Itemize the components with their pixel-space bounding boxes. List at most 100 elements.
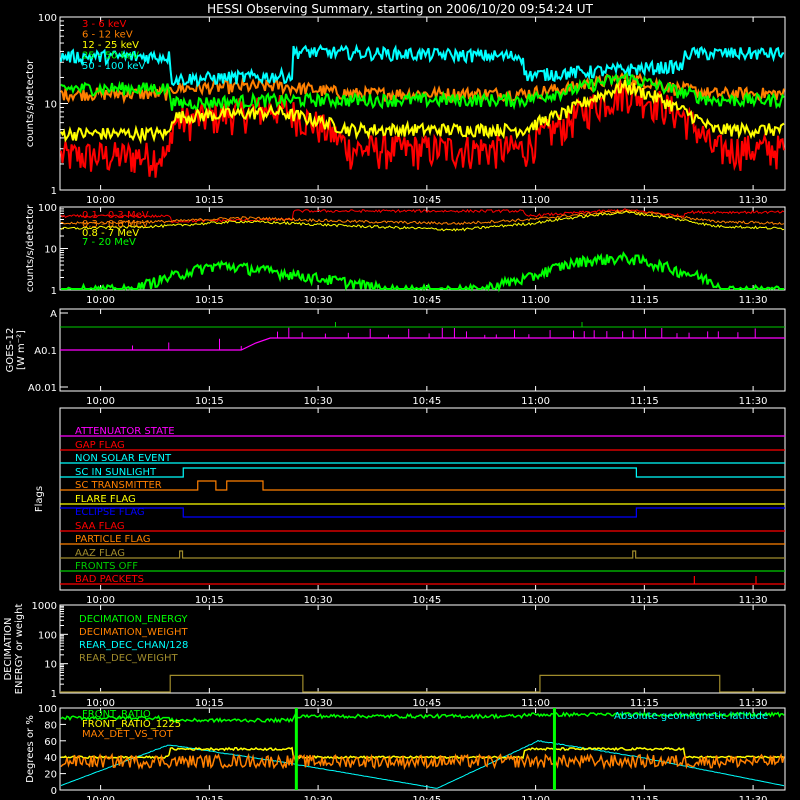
y-tick-label: 100 bbox=[38, 630, 57, 641]
flag-label: ATTENUATOR STATE bbox=[75, 426, 175, 437]
y-axis-label: counts/s/detector bbox=[25, 204, 36, 292]
x-tick-label: 11:30 bbox=[739, 295, 768, 306]
panels: 10:00 10:15 10:30 10:45 11:00 11:15 11:3011010… bbox=[3, 13, 786, 800]
x-tick-label: 10:00 bbox=[86, 698, 115, 709]
legend-entry: 3 - 6 keV bbox=[82, 19, 126, 30]
y-axis-label: [W m⁻²] bbox=[16, 330, 27, 370]
legend-entry: 0.3 - 0.8 MeV bbox=[82, 219, 149, 230]
x-tick-label: 11:15 bbox=[630, 795, 659, 800]
x-tick-label: 10:15 bbox=[195, 595, 224, 606]
y-tick-label: A bbox=[50, 309, 57, 320]
y-tick-label: 1000 bbox=[32, 601, 57, 612]
x-tick-label: 11:00 bbox=[521, 295, 550, 306]
y-tick-label: 1 bbox=[51, 689, 57, 700]
x-tick-label: 10:30 bbox=[304, 195, 333, 206]
flag-line bbox=[60, 550, 785, 559]
x-tick-label: 11:15 bbox=[630, 396, 659, 407]
flag-label: NON SOLAR EVENT bbox=[75, 453, 172, 464]
x-tick-label: 11:15 bbox=[630, 295, 659, 306]
y-tick-label: 100 bbox=[38, 203, 57, 214]
flag-label: GAP FLAG bbox=[75, 440, 125, 451]
flag-label: BAD PACKETS bbox=[75, 574, 144, 585]
flag-label: PARTICLE FLAG bbox=[75, 534, 151, 545]
max-det-line bbox=[60, 752, 785, 771]
legend-entry: 50 - 100 keV bbox=[82, 61, 146, 72]
x-tick-label: 10:45 bbox=[412, 795, 441, 800]
series-line bbox=[60, 208, 785, 224]
legend-entry: FRONT_RATIO_1225 bbox=[82, 719, 181, 730]
x-tick-label: 10:45 bbox=[412, 195, 441, 206]
series-line bbox=[60, 79, 785, 145]
series-line bbox=[60, 209, 785, 226]
y-tick-label: 10 bbox=[44, 245, 57, 256]
x-tick-label: 10:15 bbox=[195, 396, 224, 407]
figure-title: HESSI Observing Summary, starting on 200… bbox=[207, 2, 593, 16]
x-tick-label: 10:30 bbox=[304, 295, 333, 306]
flag-label: ECLIPSE FLAG bbox=[75, 507, 145, 518]
flag-label: FLARE FLAG bbox=[75, 494, 136, 505]
x-tick-label: 10:30 bbox=[304, 795, 333, 800]
x-tick-label: 11:15 bbox=[630, 595, 659, 606]
x-tick-label: 11:00 bbox=[521, 195, 550, 206]
legend-entry: 0.8 - 7 MeV bbox=[82, 228, 139, 239]
x-tick-label: 10:45 bbox=[412, 595, 441, 606]
x-tick-label: 10:30 bbox=[304, 698, 333, 709]
flag-line bbox=[60, 480, 785, 491]
x-tick-label: 10:15 bbox=[195, 795, 224, 800]
y-tick-label: 10 bbox=[44, 100, 57, 111]
y-tick-label: 20 bbox=[44, 770, 57, 781]
flag-label: SAA FLAG bbox=[75, 521, 125, 532]
legend-entry: 7 - 20 MeV bbox=[82, 237, 136, 248]
y-tick-label: 1 bbox=[51, 186, 57, 197]
x-tick-label: 11:15 bbox=[630, 698, 659, 709]
x-tick-label: 10:45 bbox=[412, 396, 441, 407]
y-axis-label: Degrees or % bbox=[25, 715, 36, 783]
y-axis-label: DECIMATION bbox=[3, 617, 14, 680]
flag-line bbox=[60, 467, 785, 478]
y-axis-label: GOES-12 bbox=[5, 328, 16, 373]
x-tick-label: 11:30 bbox=[739, 698, 768, 709]
flag-line bbox=[60, 507, 785, 518]
legend-entry: REAR_DEC_WEIGHT bbox=[79, 653, 178, 664]
legend-entry: 25 - 50 keV bbox=[82, 51, 139, 62]
x-tick-label: 11:30 bbox=[739, 595, 768, 606]
series-line bbox=[60, 43, 785, 88]
y-tick-label: 100 bbox=[38, 704, 57, 715]
y-tick-label: 0 bbox=[51, 786, 57, 797]
front-ratio-1225-line bbox=[60, 746, 785, 760]
legend-entry: FRONT_RATIO bbox=[82, 709, 151, 720]
y-tick-label: 1 bbox=[51, 286, 57, 297]
legend-entry: DECIMATION_ENERGY bbox=[79, 614, 188, 625]
x-tick-label: 11:00 bbox=[521, 595, 550, 606]
x-tick-label: 10:15 bbox=[195, 698, 224, 709]
x-tick-label: 11:15 bbox=[630, 195, 659, 206]
x-tick-label: 10:45 bbox=[412, 698, 441, 709]
right-legend-label: Absolute geomagnetic latitude bbox=[614, 711, 768, 722]
x-tick-label: 10:00 bbox=[86, 195, 115, 206]
x-tick-label: 10:00 bbox=[86, 795, 115, 800]
x-tick-label: 11:30 bbox=[739, 396, 768, 407]
y-tick-label: A0.01 bbox=[28, 383, 57, 394]
x-tick-label: 10:30 bbox=[304, 396, 333, 407]
y-tick-label: 10 bbox=[44, 660, 57, 671]
latitude-line bbox=[60, 739, 785, 789]
panel-frame-3 bbox=[59, 407, 786, 591]
x-tick-label: 10:15 bbox=[195, 195, 224, 206]
flag-label: SC TRANSMITTER bbox=[75, 480, 162, 491]
legend-entry: 6 - 12 keV bbox=[82, 30, 133, 41]
y-axis-label: ENERGY or weight bbox=[14, 604, 25, 695]
flag-line bbox=[60, 576, 785, 585]
x-tick-label: 10:45 bbox=[412, 295, 441, 306]
x-tick-label: 11:00 bbox=[521, 396, 550, 407]
y-tick-label: 60 bbox=[44, 737, 57, 748]
x-tick-label: 10:00 bbox=[86, 396, 115, 407]
flag-label: SC IN SUNLIGHT bbox=[75, 467, 157, 478]
series-line bbox=[61, 250, 784, 293]
panel-frame-5 bbox=[59, 707, 786, 791]
x-tick-label: 10:30 bbox=[304, 595, 333, 606]
series-line bbox=[60, 210, 785, 232]
y-tick-label: A0.1 bbox=[34, 346, 57, 357]
front-ratio-line bbox=[60, 710, 785, 724]
flag-label: AAZ FLAG bbox=[75, 548, 125, 559]
